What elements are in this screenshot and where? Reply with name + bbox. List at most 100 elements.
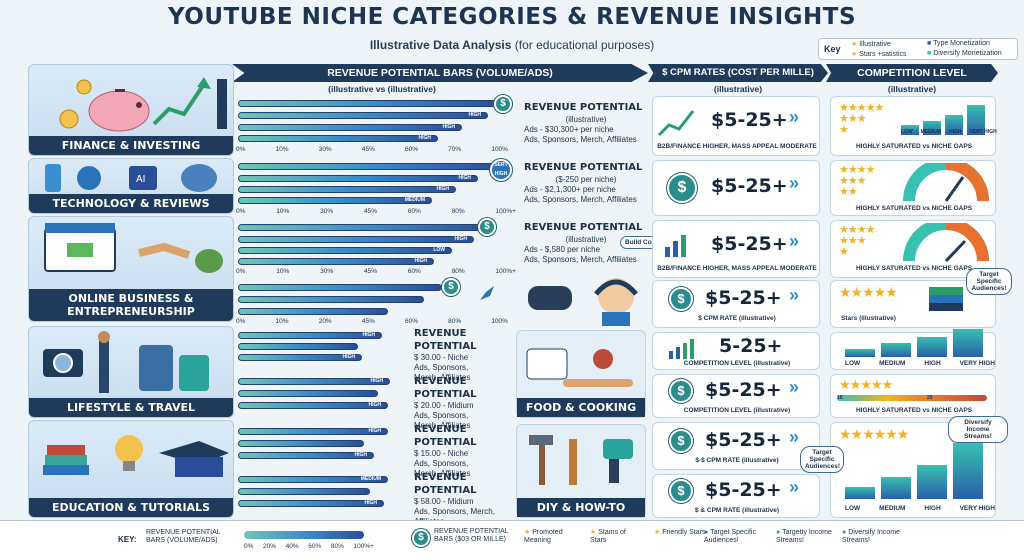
gauge-icon [903, 163, 989, 202]
cpm-column-sub: (illustrative) [713, 84, 763, 94]
competition-note: HIGHLY SATURATED vs NICHE GAPS [855, 205, 973, 212]
footer-item: Target Specific Audiences! [704, 529, 756, 545]
category-diy: DIY & HOW-TO [516, 424, 646, 518]
footer-item: Diversify Income Streams! [842, 529, 900, 545]
revenue-bar [238, 163, 502, 170]
revenue-bar: MEDIUM [238, 197, 432, 204]
coin-icon: $ [669, 479, 693, 503]
revenue-bar: MEDIUM [238, 476, 388, 483]
revenue-block: REVENUE POTENTIAL ($-250 per niche) Ads … [524, 162, 643, 204]
category-label: FOOD & COOKING [517, 397, 645, 417]
competition-column-header: COMPETITION LEVEL [826, 64, 998, 82]
category-label: TECHNOLOGY & REVIEWS [29, 193, 233, 213]
revenue-bar [238, 390, 378, 397]
revenue-bar: HIGH [238, 378, 390, 385]
footer-gradient-bar [244, 531, 364, 539]
footer-item: Promoted Meaning [524, 529, 563, 545]
category-label: DIY & HOW-TO [517, 497, 645, 517]
revenue-column-sub: (illustrative vs (illustrative) [328, 84, 436, 94]
cpm-card: $ $5-25+ » COMPETITION LEVEL (illustrati… [652, 374, 820, 418]
competition-levels: LOW MEDIUM HIGH VERY HIGH [845, 505, 995, 512]
revenue-bar: HIGH [238, 186, 456, 193]
cpm-note: B2B/FINANCE HIGHER, MASS APPEAL MODERATE [657, 265, 817, 272]
coin-icon: $ [667, 173, 697, 203]
competition-levels: LOW MEDIUM HIGH VERY HIGH [845, 360, 995, 367]
cpm-note: COMPETITION LEVEL (illustrative) [683, 360, 791, 367]
cpm-card: $ $5-25+ » $-$ CPM RATE (illustrative) [652, 422, 820, 470]
cpm-card: $5-25+ » B2B/FINANCE HIGHER, MASS APPEAL… [652, 96, 820, 156]
footer-item: Stams of Stars [590, 529, 626, 545]
competition-note: HIGHLY SATURATED vs NICHE GAPS [855, 265, 973, 272]
revenue-block: REVENUE POTENTIAL (illustrative) Ads - $… [524, 102, 643, 144]
competition-bar [917, 465, 947, 499]
chevron-right-icon: » [789, 107, 800, 127]
cpm-note: $-$ CPM RATE (illustrative) [695, 457, 779, 464]
cpm-value: 5-25+ [719, 335, 783, 357]
category-online-business: ONLINE BUSINESS & ENTREPRENEURSHIP [28, 216, 234, 322]
cpm-value: $5-25+ [705, 287, 782, 309]
competition-card: ★★★★★ 15 25 HIGHLY SATURATED vs NICHE GA… [830, 374, 996, 418]
cpm-value: $5-25+ [711, 175, 788, 197]
revenue-block: REVENUE POTENTIAL $ 15.00 - Niche Ads, S… [414, 424, 477, 478]
category-label: FINANCE & INVESTING [29, 135, 233, 155]
revenue-bar: HIGH [238, 402, 388, 409]
bar-chart-icon [669, 339, 694, 359]
speech-bubble: Diversify Income Streams! [948, 416, 1008, 443]
revenue-block: REVENUE POTENTIAL (illustrative) Ads - $… [524, 222, 643, 264]
speech-bubble: Target Specific Audiences! [800, 446, 844, 473]
speech-bubble: Target Specific Audiences! [966, 268, 1012, 295]
footer-bars-label: REVENUE POTENTIAL BARS (VOLUME/ADS) [146, 529, 221, 545]
star-rating-icon: ★★★★★★★★★ [839, 102, 884, 136]
tools-icon [529, 435, 633, 485]
cpm-card: $ $5-25+ » $ CPM RATE (illustrative) [652, 280, 820, 328]
competition-levels: LOW MEDIUM HIGH VERY HIGH [901, 129, 997, 135]
revenue-bar: HIGH [238, 258, 434, 265]
chevron-right-icon: » [789, 427, 800, 447]
footer-key: KEY: REVENUE POTENTIAL BARS (VOLUME/ADS)… [0, 520, 1024, 559]
chevron-right-icon: » [789, 173, 800, 193]
competition-bar [845, 487, 875, 499]
revenue-bar: HIGH [238, 124, 462, 131]
key-item: Stars +satistics [859, 51, 907, 58]
revenue-block: REVENUE POTENTIAL $ 20.00 - Midium Ads, … [414, 376, 477, 430]
footer-coin-label: REVENUE POTENTIAL BARS ($03 OR MILLE) [434, 528, 509, 544]
revenue-block: REVENUE POTENTIAL $ 58.00 - Midium Ads, … [414, 472, 495, 526]
circle-icon: ● [842, 529, 847, 536]
revenue-bar: HIGH [238, 236, 474, 243]
revenue-bar: HIGH [238, 112, 488, 119]
category-lifestyle: LIFESTYLE & TRAVEL [28, 326, 234, 418]
key-item: Illustrative [859, 41, 891, 48]
footer-item: Targetty Income Streams! [776, 529, 832, 545]
revenue-bar [238, 343, 358, 350]
revenue-bar: HIGH [238, 428, 388, 435]
competition-card: ★★★★★ Stars (illustrative) [830, 280, 996, 328]
revenue-bar: HIGH [238, 452, 374, 459]
competition-card: ★★★★ ★★★ ★★ HIGHLY SATURATED vs NICHE GAPS [830, 160, 996, 216]
bar-chart-icon [665, 235, 686, 257]
key-item: Type Monetization [933, 40, 990, 47]
footer-key-label: KEY: [118, 535, 137, 544]
competition-bar [953, 443, 983, 499]
axis-ticks: 0% 10% 30% 45% 60% 80% 100%+ [236, 268, 516, 275]
revenue-column-header: REVENUE POTENTIAL BARS (VOLUME/ADS) [232, 64, 648, 82]
revenue-bar [238, 284, 442, 291]
page-subtitle: Illustrative Data Analysis (for educatio… [369, 38, 655, 52]
chevron-right-icon: » [789, 477, 800, 497]
key-label: Key [824, 44, 841, 54]
cpm-card: 5-25+ COMPETITION LEVEL (illustrative) [652, 332, 820, 370]
revenue-bar [238, 440, 364, 447]
star-rating-icon: ★★★★★ [839, 284, 898, 300]
cpm-value: $5-25+ [705, 379, 782, 401]
category-label: LIFESTYLE & TRAVEL [29, 397, 233, 417]
competition-note: HIGHLY SATURATED vs NICHE GAPS [855, 407, 973, 414]
star-rating-icon: ★★★★ ★★★ ★ [839, 224, 875, 258]
piggy-bank-icon [59, 77, 227, 132]
competition-bar [881, 343, 911, 357]
competition-bar [881, 477, 911, 499]
competition-note: Stars (illustrative) [841, 315, 896, 322]
category-finance: FINANCE & INVESTING [28, 64, 234, 156]
coin-icon: $ [669, 429, 693, 453]
revenue-bar: HIGH [238, 500, 384, 507]
footer-ticks: 0% 20% 40% 60% 80% 100%+ [244, 543, 374, 550]
competition-bar [945, 115, 963, 135]
